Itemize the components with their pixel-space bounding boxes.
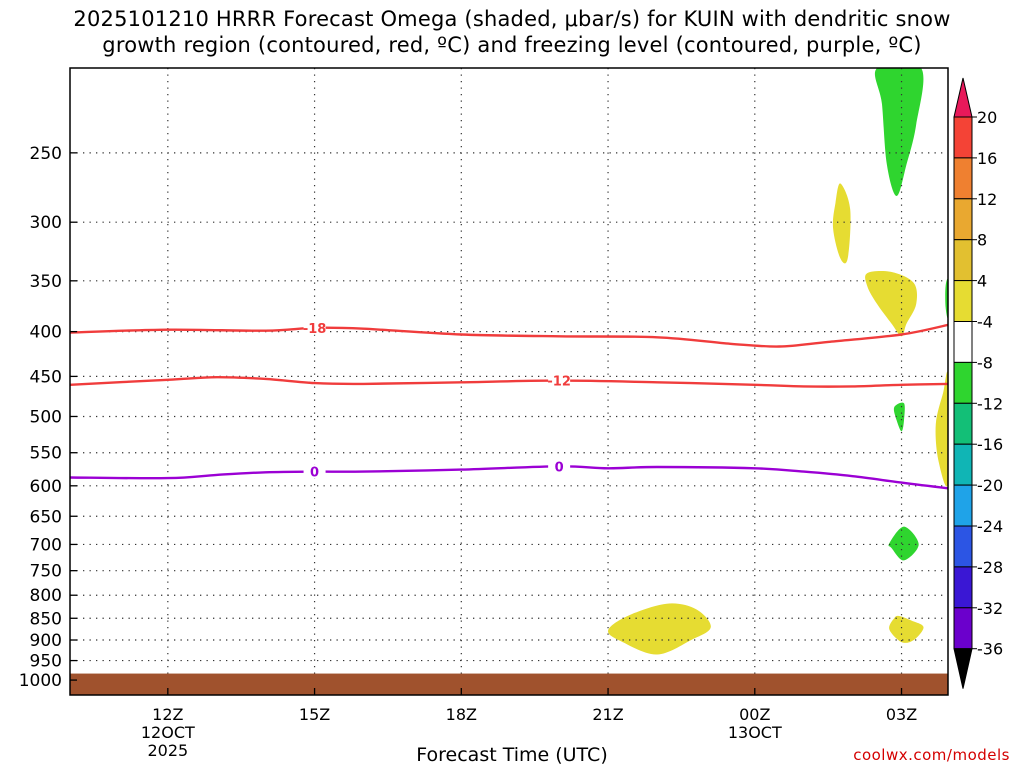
y-tick-label-800: 800	[30, 586, 62, 606]
x-tick-label-21Z: 21Z	[592, 705, 623, 724]
contour-label-0-0: -18	[303, 322, 327, 337]
colorbar-label-5: -4	[977, 313, 993, 332]
title-line-2: growth region (contoured, red, ºC) and f…	[102, 33, 922, 57]
title-line-1: 2025101210 HRRR Forecast Omega (shaded, …	[73, 7, 951, 31]
contour-line-0	[70, 323, 948, 348]
y-tick-label-600: 600	[30, 477, 62, 497]
plot-frame	[69, 67, 949, 696]
omega-region-1	[832, 183, 851, 264]
colorbar-label-0: 20	[977, 108, 997, 127]
colorbar-band-1	[953, 157, 973, 200]
chart-title: 2025101210 HRRR Forecast Omega (shaded, …	[0, 6, 1024, 58]
plot-layer: -18 -12 0 0	[70, 68, 948, 695]
colorbar-label-2: 12	[977, 190, 997, 209]
x-tick-label-15Z: 15Z	[299, 705, 330, 724]
y-tick-label-450: 450	[30, 367, 62, 387]
x-tick-label-03Z: 03Z	[886, 705, 917, 724]
colorbar-label-10: -24	[977, 517, 1003, 536]
contour-label-2-0: 0	[310, 466, 319, 481]
colorbar-band-5	[953, 321, 973, 363]
y-tick-label-850: 850	[30, 609, 62, 629]
x-tick-year-12Z: 2025	[147, 741, 188, 760]
colorbar-band-12	[953, 607, 973, 650]
x-tick-sublabel-00Z: 13OCT	[728, 723, 782, 742]
y-tick-label-300: 300	[30, 213, 62, 233]
omega-region-2	[865, 271, 918, 337]
colorbar-bottom-arrow	[953, 648, 973, 689]
x-tick-label-12Z: 12Z	[152, 705, 183, 724]
colorbar-label-3: 8	[977, 231, 987, 250]
watermark: coolwx.com/models	[853, 746, 1010, 764]
colorbar-label-9: -20	[977, 476, 1003, 495]
colorbar-label-12: -32	[977, 599, 1003, 618]
colorbar-label-7: -12	[977, 394, 1003, 413]
y-tick-label-350: 350	[30, 272, 62, 292]
y-tick-label-650: 650	[30, 507, 62, 527]
y-tick-label-750: 750	[30, 562, 62, 582]
colorbar-band-6	[953, 361, 973, 404]
colorbar-band-4	[953, 280, 973, 323]
colorbar-band-11	[953, 566, 973, 609]
ground-area	[70, 673, 948, 695]
omega-region-4	[893, 402, 905, 432]
colorbar-label-13: -36	[977, 640, 1003, 659]
y-tick-label-950: 950	[30, 652, 62, 672]
x-tick-sublabel-12Z: 12OCT	[141, 723, 195, 742]
x-axis-label: Forecast Time (UTC)	[416, 744, 608, 766]
omega-region-7	[889, 615, 924, 643]
omega-region-8	[608, 603, 711, 655]
colorbar-band-3	[953, 239, 973, 282]
x-tick-label-18Z: 18Z	[446, 705, 477, 724]
colorbar: 20 16 12 8 4 -4 -8 -12 -16 -20 -24 -28 -32 -36	[953, 77, 1003, 689]
y-tick-label-400: 400	[30, 323, 62, 343]
colorbar-label-8: -16	[977, 435, 1003, 454]
colorbar-band-10	[953, 525, 973, 568]
y-tick-label-500: 500	[30, 407, 62, 427]
x-tick-label-00Z: 00Z	[739, 705, 770, 724]
contour-label-2-1: 0	[555, 460, 564, 475]
colorbar-band-8	[953, 443, 973, 486]
colorbar-band-0	[953, 116, 973, 159]
contour-label-1-0: -12	[547, 375, 571, 390]
colorbar-label-1: 16	[977, 149, 997, 168]
omega-region-6	[888, 526, 919, 561]
colorbar-band-7	[953, 402, 973, 445]
y-tick-label-1000: 1000	[19, 671, 62, 691]
y-tick-label-550: 550	[30, 444, 62, 464]
omega-region-5	[935, 371, 948, 487]
colorbar-label-4: 4	[977, 272, 987, 291]
colorbar-label-11: -28	[977, 558, 1003, 577]
contour-line-1	[70, 375, 948, 388]
y-tick-label-250: 250	[30, 144, 62, 164]
colorbar-band-9	[953, 484, 973, 527]
omega-region-0	[874, 68, 924, 196]
y-tick-label-700: 700	[30, 535, 62, 555]
y-tick-label-900: 900	[30, 631, 62, 651]
colorbar-band-2	[953, 198, 973, 241]
colorbar-top-arrow	[953, 77, 973, 118]
colorbar-label-6: -8	[977, 353, 993, 372]
